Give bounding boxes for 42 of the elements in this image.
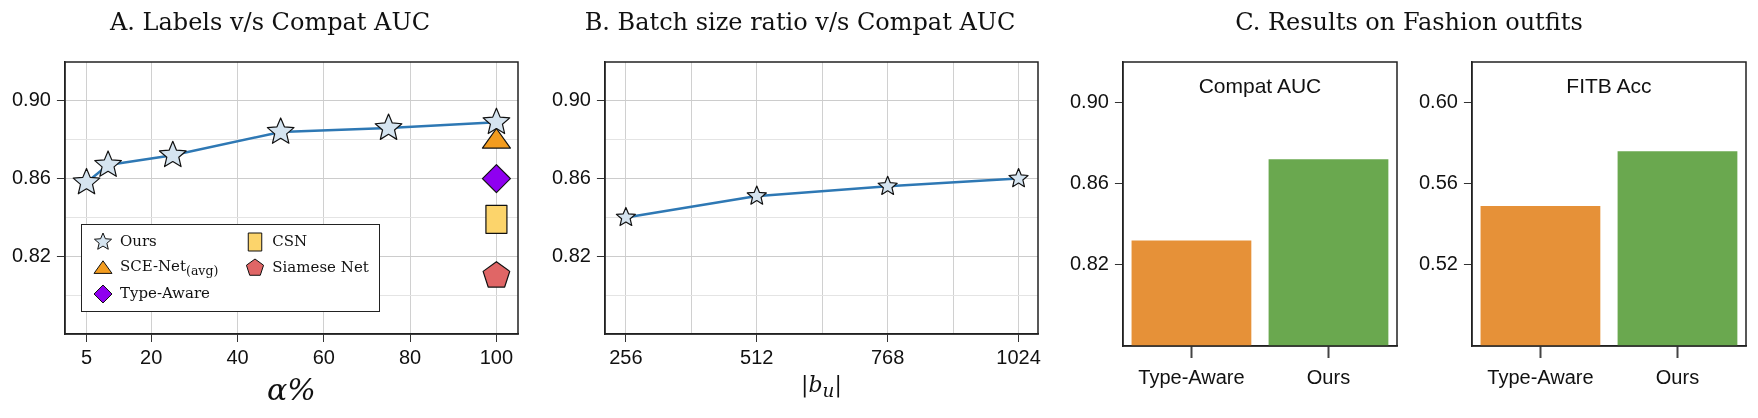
chart-title: C. Results on Fashion outfits [1234,7,1584,38]
point [481,127,512,149]
y-tick-label: 0.52 [1418,252,1458,275]
x-axis-title: α% [266,372,317,407]
chart-title: B. Batch size ratio v/s Compat AUC [583,7,1017,38]
point [485,204,508,234]
y-tick-label: 0.90 [1069,90,1109,113]
y-tick-label: 0.82 [1069,252,1109,275]
x-tick-label: 20 [140,345,163,368]
x-tick-label: 768 [870,345,905,368]
point [482,261,511,288]
text: FITB Acc [1565,74,1653,98]
x-tick-label: Ours [1655,365,1700,388]
x-tick-label: 1024 [996,345,1041,368]
x-tick-label: Type-Aware [1138,365,1245,388]
y-tick-label: 0.90 [551,88,591,111]
legend-label: Ours [119,232,157,251]
chart-title: A. Labels v/s Compat AUC [108,7,432,38]
x-tick-label: 5 [80,345,93,368]
y-tick-label: 0.86 [551,166,591,189]
x-tick-label: 256 [609,345,643,368]
x-tick-label: 512 [740,345,774,368]
x-tick-label: Type-Aware [1487,365,1594,388]
x-axis-title: |b$_{u}$| [800,372,843,402]
y-tick-label: 0.86 [11,166,51,189]
point [481,163,512,194]
x-tick-label: 40 [226,345,249,368]
y-tick-label: 0.82 [11,243,51,266]
legend-label: Siamese Net [272,258,369,277]
y-tick-label: 0.56 [1418,171,1458,194]
text: Compat AUC [1197,74,1323,98]
y-tick-label: 0.60 [1418,90,1458,113]
y-tick-label: 0.86 [1069,171,1109,194]
x-tick-label: 100 [479,345,514,368]
legend-label: SCE-Net$_{(avg)}$ [119,256,219,278]
x-tick-label: Ours [1306,365,1351,388]
legend-label: CSN [272,232,308,251]
x-tick-label: 80 [399,345,422,368]
legend-label: Type-Aware [119,284,210,303]
y-tick-label: 0.82 [551,243,591,266]
y-tick-label: 0.90 [11,88,51,111]
x-tick-label: 60 [312,345,335,368]
